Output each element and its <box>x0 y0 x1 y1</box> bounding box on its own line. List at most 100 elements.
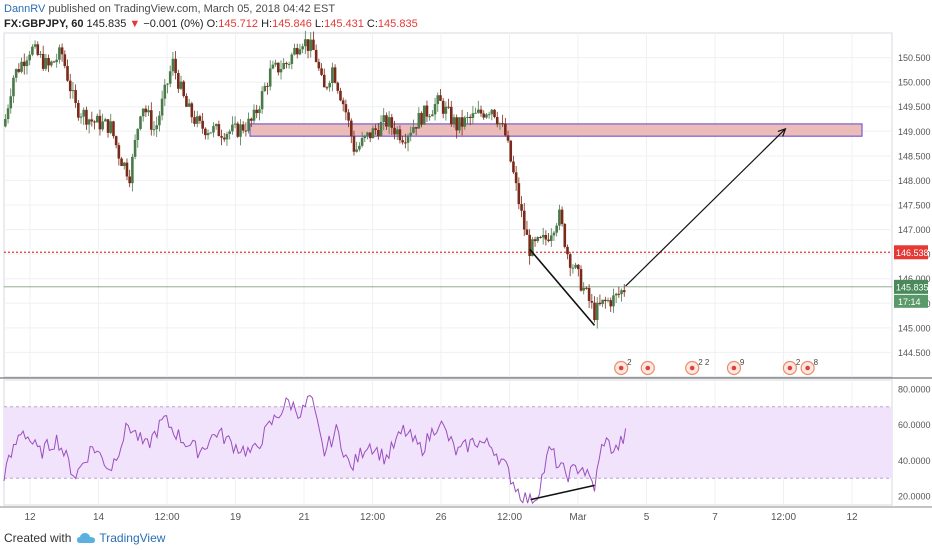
candle-body <box>260 91 264 110</box>
candle-body <box>490 109 494 115</box>
candle-body <box>449 106 453 125</box>
y-tick-label: 150.500 <box>898 53 931 63</box>
candle-body <box>336 82 340 91</box>
candle-body <box>422 105 426 125</box>
x-tick-label: 12:00 <box>154 512 179 523</box>
resistance-zone <box>249 123 863 137</box>
candle-body <box>560 209 564 224</box>
candle-body <box>431 114 434 117</box>
candle-body <box>347 112 350 121</box>
candle-body <box>517 183 521 205</box>
candle-body <box>528 234 531 257</box>
candle-body <box>366 132 369 136</box>
x-tick-label: 14 <box>93 512 105 523</box>
candle-body <box>60 47 64 55</box>
candle-body <box>604 299 607 302</box>
candle-body <box>574 264 577 268</box>
candle-body <box>333 67 337 83</box>
open-label: O: <box>206 18 219 30</box>
candle-body <box>171 58 175 72</box>
candle-body <box>368 132 372 139</box>
candle-body <box>541 235 545 238</box>
candle-body <box>236 123 240 137</box>
candle-body <box>93 121 96 123</box>
candle-body <box>606 300 610 302</box>
candle-body <box>87 119 91 125</box>
candle-body <box>544 235 548 240</box>
candle-body <box>244 130 248 132</box>
down-arrow-icon: ▼ <box>129 18 141 30</box>
economic-event-dot <box>618 365 624 371</box>
candle-body <box>17 69 21 72</box>
candle-body <box>206 133 210 136</box>
candle-body <box>390 117 394 128</box>
candle-body <box>417 112 421 129</box>
candle-body <box>385 115 388 127</box>
candle-body <box>463 117 467 127</box>
rsi-y-tick-label: 80.0000 <box>898 384 931 394</box>
candle-body <box>477 109 480 113</box>
candle-body <box>531 239 534 257</box>
candle-body <box>401 140 404 143</box>
candle-body <box>549 235 553 242</box>
y-tick-label: 148.500 <box>898 151 931 161</box>
candle-body <box>436 95 440 105</box>
candle-body <box>193 117 196 124</box>
x-tick-label: 12 <box>24 512 36 523</box>
candle-body <box>293 47 296 55</box>
candle-body <box>95 115 99 123</box>
candle-body <box>14 69 18 78</box>
candle-body <box>136 128 140 140</box>
price-pane[interactable]: 144.500145.000145.500146.000146.500147.0… <box>0 30 932 379</box>
tradingview-logo[interactable]: TradingView <box>77 531 165 545</box>
candle-body <box>71 90 75 92</box>
x-tick-label: 5 <box>644 512 650 523</box>
candle-body <box>177 73 180 89</box>
candle-body <box>174 58 177 74</box>
candle-body <box>495 116 499 125</box>
candle-body <box>263 85 267 92</box>
candle-body <box>558 209 561 226</box>
candle-body <box>371 128 375 139</box>
author-name[interactable]: DannRV <box>4 3 46 15</box>
horizontal-level-label: 146.538 <box>896 248 929 258</box>
candle-body <box>382 115 386 123</box>
candle-body <box>444 106 448 114</box>
candle-body <box>458 117 461 131</box>
candle-body <box>147 110 150 113</box>
candle-body <box>179 81 183 89</box>
candle-body <box>139 116 142 129</box>
candle-body <box>425 105 429 117</box>
candle-body <box>149 110 153 130</box>
x-tick-label: 12:00 <box>771 512 796 523</box>
candle-body <box>268 68 272 87</box>
candle-body <box>414 127 418 129</box>
chart-canvas[interactable]: 144.500145.000145.500146.000146.500147.0… <box>0 0 932 528</box>
candle-body <box>285 62 288 65</box>
candle-body <box>141 108 145 117</box>
candle-body <box>317 61 321 69</box>
candle-body <box>479 109 483 114</box>
candle-body <box>539 237 542 239</box>
candle-body <box>228 131 231 134</box>
candle-body <box>85 109 88 125</box>
candle-body <box>328 83 331 88</box>
candle-body <box>9 96 13 109</box>
candle-body <box>122 162 126 167</box>
candle-body <box>466 116 469 118</box>
candle-body <box>220 136 223 138</box>
rsi-y-tick-label: 60.0000 <box>898 420 931 430</box>
candle-body <box>52 61 56 63</box>
candle-body <box>12 77 15 97</box>
candle-body <box>387 117 391 127</box>
candle-body <box>622 290 626 293</box>
event-count-label: 2 2 <box>698 358 710 367</box>
candle-body <box>239 124 242 137</box>
rsi-pane[interactable]: 20.0000 40.0000 60.0000 80.0000 <box>3 379 931 506</box>
arrow-head-icon <box>777 127 787 137</box>
candle-body <box>158 115 161 126</box>
projection-arrow-line <box>625 128 786 287</box>
candle-body <box>231 124 234 132</box>
low-label: L: <box>314 18 325 30</box>
high-value: 145.846 <box>272 18 312 30</box>
